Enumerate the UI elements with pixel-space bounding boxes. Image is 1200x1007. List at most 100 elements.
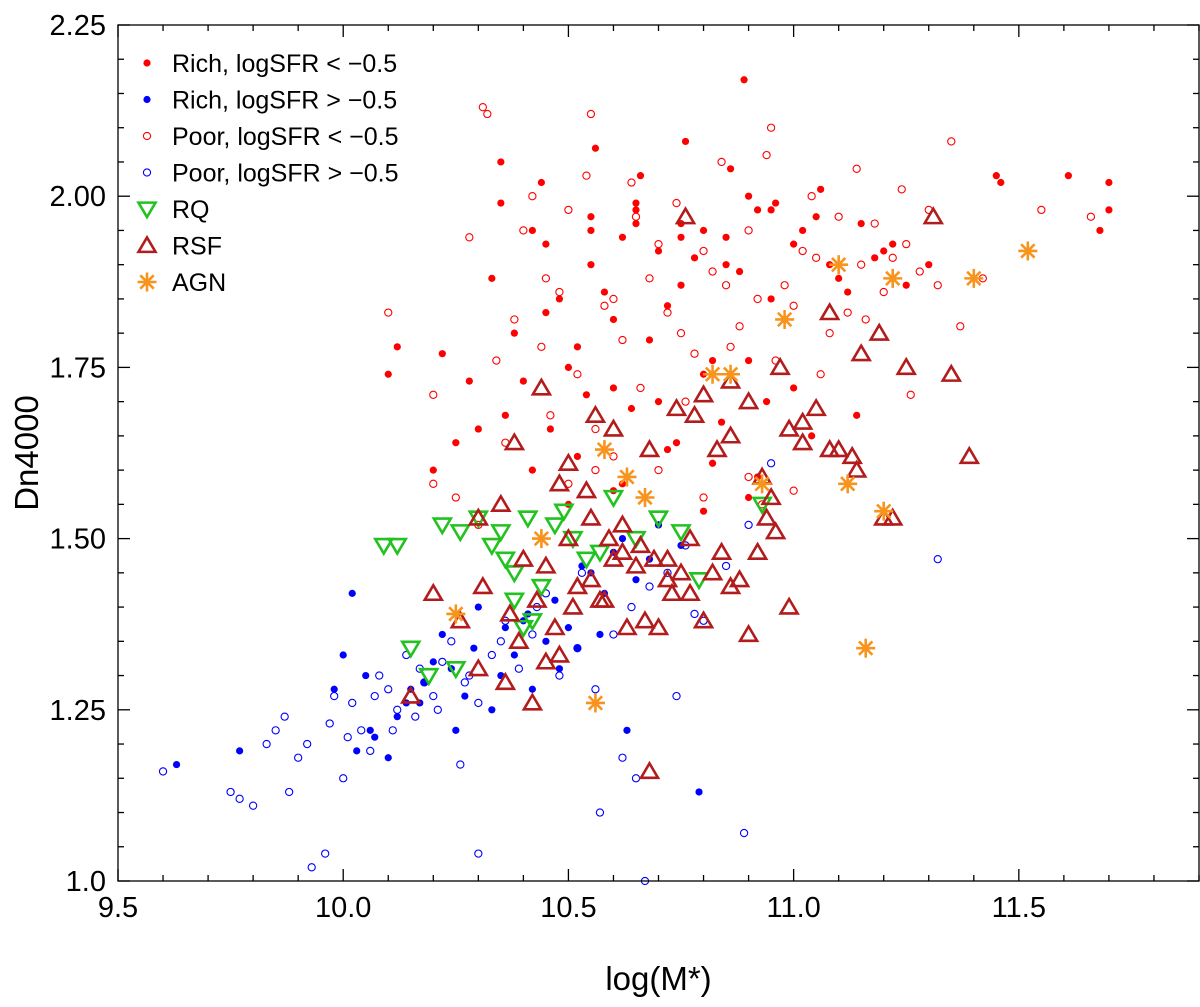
data-point	[670, 524, 692, 543]
legend-item: RSF	[136, 233, 222, 261]
data-point	[399, 685, 422, 704]
data-point	[1018, 241, 1038, 261]
legend-item: Rich, logSFR < −0.5	[143, 50, 397, 78]
data-point	[766, 123, 776, 132]
data-point	[845, 459, 868, 478]
data-point	[964, 268, 984, 288]
data-point	[663, 302, 672, 310]
data-point	[519, 377, 527, 385]
data-point	[889, 240, 897, 248]
data-point	[384, 308, 393, 317]
data-point	[573, 644, 582, 652]
legend-item: RQ	[136, 196, 210, 224]
data-point	[501, 624, 509, 632]
data-point	[627, 602, 636, 612]
data-point	[701, 562, 724, 581]
data-point	[339, 651, 347, 659]
data-point	[871, 254, 879, 262]
data-point	[744, 226, 753, 235]
data-point	[587, 226, 595, 235]
data-point	[487, 650, 496, 660]
x-tick-label: 11.5	[992, 892, 1046, 924]
data-point	[663, 445, 672, 454]
data-point	[557, 527, 580, 547]
data-point	[438, 630, 446, 639]
data-point	[580, 569, 602, 588]
data-point	[676, 329, 686, 338]
data-point	[647, 616, 670, 636]
legend-marker	[143, 95, 151, 104]
data-point	[778, 596, 800, 615]
data-point	[602, 489, 625, 509]
data-point	[399, 640, 422, 659]
data-point	[708, 267, 717, 276]
data-point	[370, 691, 379, 701]
data-point	[1105, 206, 1113, 214]
data-point	[627, 178, 636, 187]
data-point	[490, 524, 512, 543]
data-point	[593, 589, 616, 608]
y-tick-label: 1.25	[50, 695, 106, 727]
data-point	[638, 438, 661, 458]
data-point	[375, 671, 384, 680]
data-point	[915, 267, 924, 276]
data-point	[857, 260, 866, 269]
data-point	[737, 391, 760, 410]
data-point	[555, 295, 564, 303]
legend-marker	[142, 168, 152, 177]
data-point	[236, 747, 244, 755]
data-point	[503, 592, 526, 611]
data-point	[494, 551, 517, 570]
data-point	[594, 440, 614, 460]
data-point	[638, 760, 661, 780]
data-point	[564, 624, 573, 632]
data-point	[708, 459, 717, 467]
data-point	[708, 356, 717, 365]
data-point	[553, 503, 575, 522]
data-point	[739, 828, 749, 838]
data-point	[496, 637, 506, 646]
data-point	[883, 268, 903, 288]
data-point	[790, 240, 798, 248]
data-point	[674, 206, 697, 225]
data-point	[857, 219, 865, 228]
data-point	[807, 192, 816, 201]
data-point	[609, 384, 618, 392]
data-point	[654, 398, 663, 406]
data-point	[744, 472, 753, 482]
data-point	[719, 425, 742, 444]
data-point	[497, 199, 505, 207]
data-point	[661, 582, 683, 602]
data-point	[577, 568, 587, 577]
data-point	[483, 109, 492, 119]
data-point	[467, 658, 490, 677]
data-point	[799, 226, 807, 235]
data-point	[535, 555, 557, 574]
data-point	[433, 705, 442, 714]
x-axis-label: log(M*)	[605, 960, 711, 997]
data-point	[584, 404, 607, 424]
data-point	[548, 473, 571, 492]
data-point	[744, 520, 753, 530]
data-point	[611, 514, 634, 533]
data-point	[348, 698, 357, 708]
data-point	[772, 199, 780, 207]
data-point	[631, 212, 641, 221]
data-point	[551, 596, 559, 604]
data-point	[544, 517, 566, 536]
data-point	[512, 548, 535, 567]
data-point	[235, 794, 244, 803]
data-point	[895, 356, 918, 376]
x-tick-label: 9.5	[98, 892, 138, 924]
data-point	[834, 212, 843, 221]
data-point	[751, 496, 773, 515]
data-point	[602, 418, 625, 437]
data-point	[514, 664, 524, 673]
data-point	[465, 377, 473, 385]
data-point	[679, 582, 701, 602]
data-point	[542, 309, 550, 317]
data-point	[429, 479, 438, 488]
data-point	[490, 493, 512, 513]
data-point	[654, 239, 663, 249]
data-point	[460, 678, 469, 687]
